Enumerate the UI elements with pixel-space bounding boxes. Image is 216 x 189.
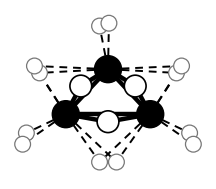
- Circle shape: [109, 154, 124, 170]
- Circle shape: [15, 136, 30, 152]
- Circle shape: [169, 65, 184, 81]
- Circle shape: [19, 125, 34, 141]
- Circle shape: [70, 75, 92, 97]
- Circle shape: [32, 65, 47, 81]
- Circle shape: [124, 75, 146, 97]
- Circle shape: [92, 154, 107, 170]
- Circle shape: [101, 15, 117, 31]
- Circle shape: [174, 58, 189, 74]
- Circle shape: [27, 58, 42, 74]
- Circle shape: [92, 18, 107, 34]
- Circle shape: [94, 56, 122, 83]
- Circle shape: [186, 136, 201, 152]
- Circle shape: [97, 111, 119, 133]
- Circle shape: [182, 125, 197, 141]
- Circle shape: [137, 101, 164, 128]
- Circle shape: [52, 101, 79, 128]
